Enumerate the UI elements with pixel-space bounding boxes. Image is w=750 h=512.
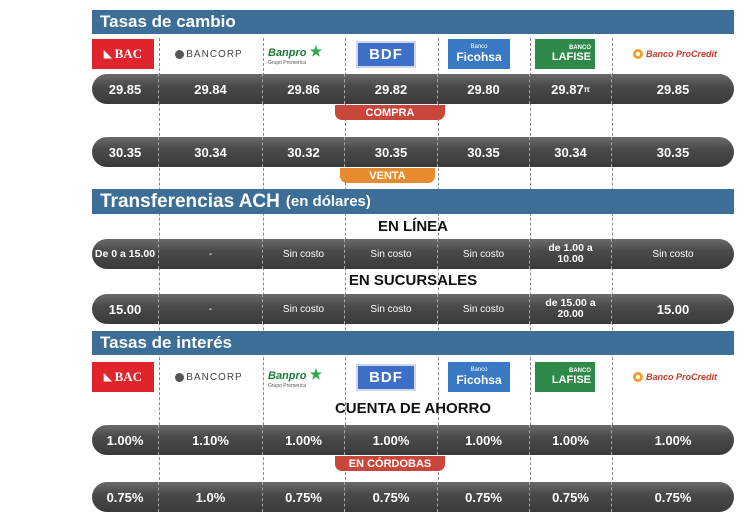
bdf-logo: BDF bbox=[356, 41, 416, 68]
fee-cell: - bbox=[159, 239, 263, 269]
rate-cell: 30.35 bbox=[345, 137, 438, 167]
interest-cell: 0.75% bbox=[92, 482, 159, 512]
savings-title: CUENTA DE AHORRO bbox=[334, 400, 492, 417]
banpro-logo: Banpro ★ Grupo Promerica bbox=[268, 42, 323, 66]
fee-cell: Sin costo bbox=[345, 239, 438, 269]
interest-cell: 1.10% bbox=[159, 425, 263, 455]
interest-section-title: Tasas de interés bbox=[92, 331, 734, 355]
online-title: EN LÍNEA bbox=[377, 218, 448, 235]
branch-title: EN SUCURSALES bbox=[348, 272, 478, 289]
rate-cell: 30.35 bbox=[438, 137, 530, 167]
interest-cell: 0.75% bbox=[345, 482, 438, 512]
star-icon: ★ bbox=[309, 42, 323, 59]
procredit-logo: Banco ProCredit bbox=[625, 362, 725, 392]
fee-cell: Sin costo bbox=[263, 239, 345, 269]
ficohsa-logo: Banco Ficohsa bbox=[448, 39, 510, 69]
online-row: De 0 a 15.00 - Sin costo Sin costo Sin c… bbox=[92, 239, 734, 269]
rate-cell: 29.86 bbox=[263, 74, 345, 104]
bancorp-logo: BANCORP bbox=[168, 362, 250, 392]
rate-cell: 29.87 π bbox=[530, 74, 612, 104]
fee-cell: Sin costo bbox=[438, 239, 530, 269]
interest-cell: 0.75% bbox=[530, 482, 612, 512]
cordobas-label: EN CÓRDOBAS bbox=[335, 456, 445, 471]
interest-cell: 0.75% bbox=[654, 489, 692, 505]
bac-logo-mark: ◣ bbox=[103, 48, 112, 60]
interest-cell: 1.00% bbox=[92, 425, 159, 455]
dollars-row: 0.75% 1.0% 0.75% 0.75% 0.75% 0.75% 0.75% bbox=[92, 482, 734, 512]
procredit-logo-mark bbox=[632, 372, 643, 382]
bac-logo-mark: ◣ bbox=[103, 371, 112, 383]
rate-cell: 29.80 bbox=[438, 74, 530, 104]
rate-cell: 30.32 bbox=[263, 137, 345, 167]
fee-cell: 15.00 bbox=[656, 301, 690, 317]
banpro-logo: Banpro ★ Grupo Promerica bbox=[268, 365, 323, 389]
star-icon: ★ bbox=[309, 365, 323, 382]
fee-cell: De 0 a 15.00 bbox=[92, 239, 159, 269]
bancorp-logo-mark bbox=[175, 49, 185, 59]
interest-cell: 1.00% bbox=[345, 425, 438, 455]
column-separator bbox=[530, 38, 531, 500]
rate-cell: 29.84 bbox=[159, 74, 263, 104]
column-separator bbox=[612, 38, 613, 500]
bancorp-logo: BANCORP bbox=[168, 39, 250, 69]
fee-cell: 15.00 bbox=[92, 294, 159, 324]
procredit-logo-mark bbox=[632, 49, 643, 59]
compra-row: 29.85 29.84 29.86 29.82 29.80 29.87 π 29.… bbox=[92, 74, 734, 104]
exchange-title: Tasas de cambio bbox=[100, 12, 236, 31]
compra-label: COMPRA bbox=[335, 105, 445, 120]
rate-cell: 30.34 bbox=[159, 137, 263, 167]
cordobas-row: 1.00% 1.10% 1.00% 1.00% 1.00% 1.00% 1.00… bbox=[92, 425, 734, 455]
fee-cell: Sin costo bbox=[438, 294, 530, 324]
column-separator bbox=[159, 38, 160, 500]
rate-cell: 29.85 bbox=[656, 81, 690, 97]
interest-cell: 1.00% bbox=[530, 425, 612, 455]
column-separator bbox=[345, 38, 346, 500]
ach-section-title: Transferencias ACH (en dólares) bbox=[92, 189, 734, 214]
branch-row: 15.00 - Sin costo Sin costo Sin costo de… bbox=[92, 294, 734, 324]
interest-cell: 0.75% bbox=[438, 482, 530, 512]
rate-cell: 30.35 bbox=[92, 137, 159, 167]
interest-cell: 1.00% bbox=[654, 432, 692, 448]
rate-cell: 29.82 bbox=[345, 74, 438, 104]
venta-row: 30.35 30.34 30.32 30.35 30.35 30.34 30.3… bbox=[92, 137, 734, 167]
column-separator bbox=[438, 38, 439, 500]
fee-cell: Sin costo bbox=[345, 294, 438, 324]
fee-cell: Sin costo bbox=[263, 294, 345, 324]
bac-logo: ◣ BAC bbox=[92, 39, 154, 69]
rate-cell: 30.34 bbox=[530, 137, 612, 167]
bdf-logo: BDF bbox=[356, 364, 416, 391]
fee-cell: Sin costo bbox=[652, 248, 694, 260]
fee-cell: de 1.00 a 10.00 bbox=[530, 239, 612, 269]
rate-cell: 29.85 bbox=[92, 74, 159, 104]
lafise-logo: BANCO LAFISE bbox=[535, 362, 595, 392]
column-separator bbox=[263, 38, 264, 500]
ficohsa-logo: Banco Ficohsa bbox=[448, 362, 510, 392]
procredit-logo: Banco ProCredit bbox=[625, 39, 725, 69]
bac-logo: ◣ BAC bbox=[92, 362, 154, 392]
lafise-logo: BANCO LAFISE bbox=[535, 39, 595, 69]
interest-cell: 1.0% bbox=[159, 482, 263, 512]
interest-cell: 0.75% bbox=[263, 482, 345, 512]
fee-cell: de 15.00 a 20.00 bbox=[530, 294, 612, 324]
rate-cell: 30.35 bbox=[656, 144, 690, 160]
fee-cell: - bbox=[159, 294, 263, 324]
exchange-section-title: Tasas de cambio bbox=[92, 10, 734, 34]
bancorp-logo-mark bbox=[175, 372, 185, 382]
interest-cell: 1.00% bbox=[263, 425, 345, 455]
interest-cell: 1.00% bbox=[438, 425, 530, 455]
venta-label: VENTA bbox=[340, 168, 435, 183]
